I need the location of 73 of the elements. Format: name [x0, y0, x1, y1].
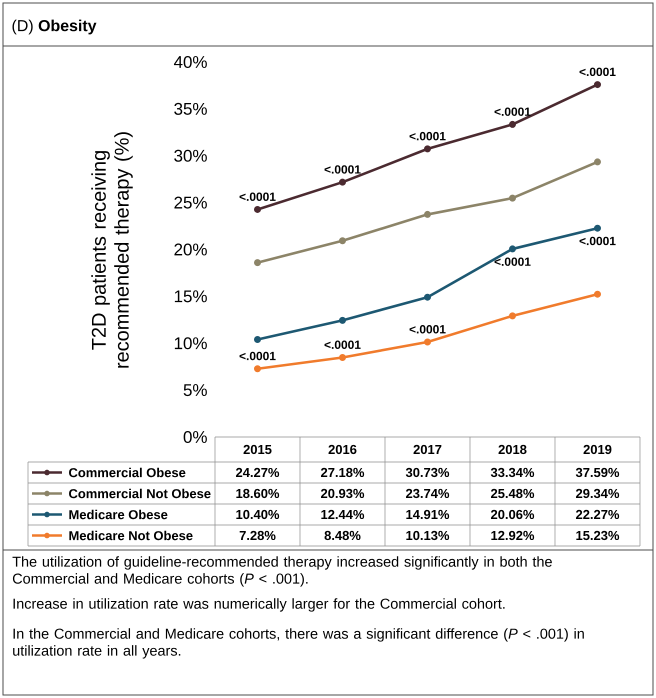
- data-label: 20.93%: [320, 488, 364, 498]
- point: [509, 194, 516, 202]
- annotation: <.0001: [494, 257, 531, 266]
- point: [594, 224, 601, 232]
- annotation: <.0001: [580, 236, 616, 246]
- y-tick-label: 0%: [184, 430, 207, 443]
- y-tick-label: 15%: [174, 290, 207, 302]
- y-axis-title: T2D patients receiving recommended therapy (%): [91, 132, 133, 368]
- point: [424, 338, 431, 346]
- y-tick-label: 30%: [174, 150, 207, 162]
- text: Increase in utilization rate was numerically larger for the Commercial cohort.: [14, 598, 505, 612]
- data-label: 10.40%: [236, 510, 280, 520]
- annotation: <.0001: [324, 340, 361, 349]
- point: [509, 312, 516, 320]
- y-tick-label: 25%: [174, 196, 207, 209]
- data-label: 23.74%: [406, 488, 450, 498]
- y-tick-label: 35%: [174, 102, 207, 115]
- x-tick-label: 2018: [498, 444, 527, 454]
- point: [254, 336, 261, 343]
- data-label: 8.48%: [324, 530, 361, 540]
- point: [254, 206, 261, 213]
- text: In the Commercial and Medicare cohorts, there was a significant difference (P < .001) in utilization rate in all years.: [13, 628, 584, 659]
- point: [509, 245, 516, 252]
- data-label: 33.34%: [490, 468, 534, 478]
- annotation: <.0001: [410, 325, 446, 334]
- legend-label: Commercial Obese: [69, 468, 186, 478]
- data-label: 7.28%: [240, 530, 276, 540]
- annotation: <.0001: [494, 107, 531, 116]
- data-label: 10.13%: [406, 530, 450, 540]
- point: [254, 365, 261, 372]
- data-label: 14.91%: [406, 510, 450, 520]
- point: [509, 120, 516, 128]
- point: [254, 259, 261, 266]
- y-tick-label: 40%: [174, 56, 207, 68]
- x-tick-label: 2019: [584, 444, 612, 454]
- annotation: <.0001: [240, 352, 276, 360]
- point: [424, 210, 431, 218]
- point: [594, 290, 601, 298]
- x-tick-label: 2015: [244, 444, 272, 454]
- y-tick-label: 5%: [184, 384, 207, 396]
- x-tick-label: 2017: [414, 444, 442, 454]
- legend-label: Medicare Not Obese: [69, 530, 193, 540]
- data-label: 12.44%: [321, 510, 364, 520]
- data-label: 25.48%: [490, 488, 534, 498]
- annotation: <.0001: [410, 132, 446, 140]
- y-tick-label: 10%: [174, 337, 207, 350]
- data-label: 20.06%: [490, 510, 534, 520]
- legend-label: Commercial Not Obese: [69, 488, 211, 498]
- data-label: 37.59%: [576, 468, 620, 478]
- point: [339, 316, 346, 324]
- annotation: <.0001: [324, 165, 361, 174]
- annotation: <.0001: [240, 192, 276, 201]
- point: [424, 145, 431, 152]
- point: [339, 354, 346, 361]
- text: (D) Obesity: [12, 20, 96, 34]
- point: [339, 237, 346, 244]
- point: [424, 294, 431, 301]
- data-label: 18.60%: [236, 488, 280, 498]
- data-label: 15.23%: [576, 530, 620, 540]
- x-tick-label: 2016: [328, 444, 356, 454]
- text: The utilization of guideline-recommended therapy increased significantly in both the Commercial and Medicare cohorts (P < .001).: [12, 556, 552, 587]
- data-label: 12.92%: [491, 530, 534, 540]
- data-label: 27.18%: [320, 468, 364, 478]
- data-label: 22.27%: [576, 510, 620, 520]
- annotation: <.0001: [580, 68, 616, 76]
- y-tick-label: 20%: [174, 243, 207, 256]
- point: [339, 178, 346, 186]
- data-label: 29.34%: [576, 488, 620, 498]
- point: [594, 81, 601, 88]
- data-label: 24.27%: [236, 468, 280, 478]
- legend-label: Medicare Obese: [69, 510, 168, 520]
- point: [594, 158, 601, 166]
- data-label: 30.73%: [406, 468, 450, 478]
